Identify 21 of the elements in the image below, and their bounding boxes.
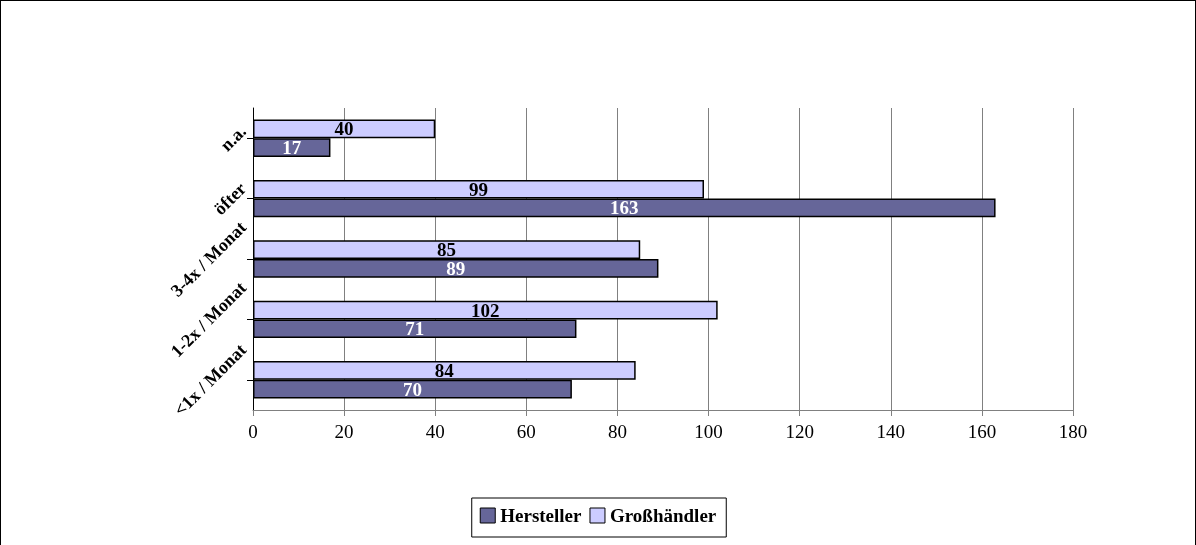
data-label: 17: [282, 137, 302, 159]
x-tick-label: 180: [1058, 421, 1088, 442]
data-label: 40: [334, 118, 354, 140]
x-tick-label: 120: [785, 421, 814, 442]
x-tick-label: 160: [967, 421, 997, 442]
data-label: 99: [469, 178, 488, 200]
x-tick-label: 140: [876, 421, 906, 442]
x-tick-label: 60: [516, 421, 536, 442]
data-label: 84: [434, 359, 455, 381]
legend-label: Großhändler: [609, 505, 717, 526]
data-label: 70: [402, 378, 422, 400]
y-tick-label: n.a.: [216, 121, 251, 156]
x-tick-label: 40: [425, 421, 445, 442]
x-tick-label: 100: [694, 421, 723, 442]
x-tick-label: 20: [334, 421, 354, 442]
data-label: 163: [610, 197, 639, 219]
data-label: 102: [471, 299, 500, 321]
x-tick-label: 80: [607, 421, 627, 442]
data-label: 71: [405, 318, 425, 340]
x-tick-label: 0: [248, 421, 258, 442]
legend-label: Hersteller: [500, 505, 583, 526]
